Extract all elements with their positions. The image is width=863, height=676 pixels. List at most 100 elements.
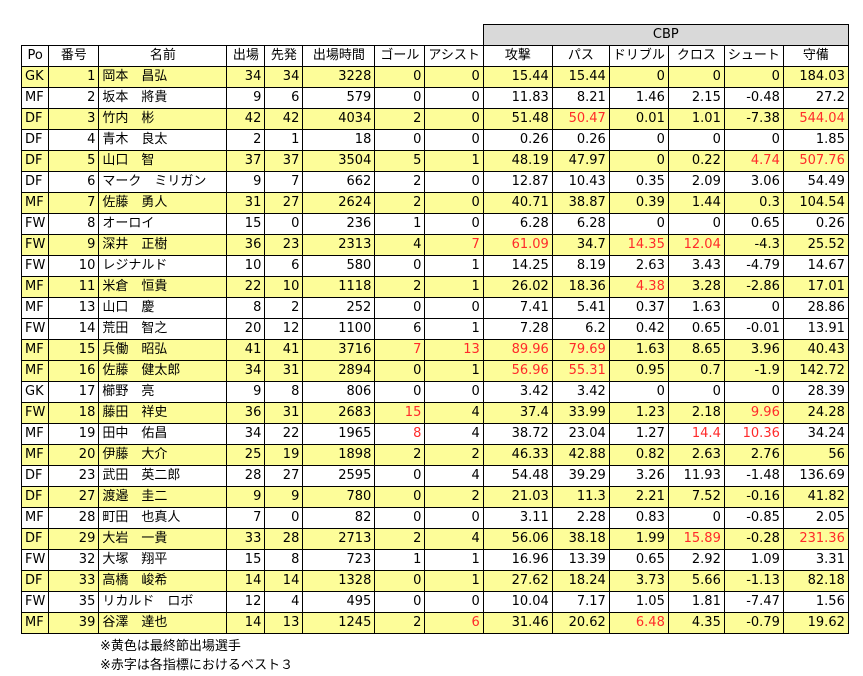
cell-no: 9 <box>48 234 100 256</box>
cell-crs: 0.7 <box>667 360 725 382</box>
cell-apps: 37 <box>226 150 266 172</box>
cell-apps: 9 <box>226 87 266 109</box>
cell-no: 15 <box>48 339 100 361</box>
cell-starts: 22 <box>264 423 304 445</box>
cell-crs: 14.4 <box>667 423 725 445</box>
cell-po: MF <box>20 192 50 214</box>
cell-def: 56 <box>782 444 849 466</box>
cell-def: 28.39 <box>782 381 849 403</box>
table-row: MF 7 佐藤 勇人 31 27 2624 2 0 40.71 38.87 0.39 1.44 0.3 1… <box>20 192 849 214</box>
cell-goals: 15 <box>374 402 426 424</box>
column-header: 名前 <box>98 45 228 67</box>
cell-def: 1.85 <box>782 129 849 151</box>
cell-po: GK <box>20 66 50 88</box>
cell-goals: 5 <box>374 150 426 172</box>
cell-pass: 23.04 <box>551 423 610 445</box>
cell-goals: 0 <box>374 297 426 319</box>
cell-pass: 38.87 <box>551 192 610 214</box>
cell-apps: 15 <box>226 549 266 571</box>
cell-assists: 0 <box>424 381 484 403</box>
cell-assists: 1 <box>424 150 484 172</box>
table-row: DF 27 渡邉 圭二 9 9 780 0 2 21.03 11.3 2.21 7.52 -0.16 41… <box>20 486 849 508</box>
cell-po: MF <box>20 360 50 382</box>
note-red-legend: ※赤字は各指標におけるベスト３ <box>100 658 294 673</box>
cell-apps: 2 <box>226 129 266 151</box>
cell-drb: 0 <box>608 150 669 172</box>
table-row: MF 20 伊藤 大介 25 19 1898 2 2 46.33 42.88 0.82 2.63 2.7… <box>20 444 849 466</box>
cell-po: FW <box>20 318 50 340</box>
cell-name: マーク ミリガン <box>98 171 228 193</box>
cell-goals: 0 <box>374 381 426 403</box>
cell-sht: -0.01 <box>723 318 784 340</box>
cell-name: 山口 慶 <box>98 297 228 319</box>
cell-assists: 1 <box>424 570 484 592</box>
cell-def: 41.82 <box>782 486 849 508</box>
cell-def: 34.24 <box>782 423 849 445</box>
cell-pass: 79.69 <box>551 339 610 361</box>
cell-crs: 11.93 <box>667 465 725 487</box>
cell-assists: 6 <box>424 612 484 634</box>
cell-def: 507.76 <box>782 150 849 172</box>
cell-mins: 82 <box>302 507 376 529</box>
cell-po: MF <box>20 339 50 361</box>
cell-pass: 15.44 <box>551 66 610 88</box>
cell-sht: 4.74 <box>723 150 784 172</box>
cell-starts: 1 <box>264 129 304 151</box>
cell-def: 27.2 <box>782 87 849 109</box>
cell-drb: 0 <box>608 381 669 403</box>
cell-starts: 9 <box>264 486 304 508</box>
cell-assists: 7 <box>424 234 484 256</box>
cell-sht: 0 <box>723 66 784 88</box>
cell-apps: 9 <box>226 171 266 193</box>
cell-apps: 36 <box>226 402 266 424</box>
cell-name: 櫛野 亮 <box>98 381 228 403</box>
cell-goals: 2 <box>374 276 426 298</box>
cell-drb: 3.73 <box>608 570 669 592</box>
cell-def: 2.05 <box>782 507 849 529</box>
cell-assists: 0 <box>424 213 484 235</box>
cell-goals: 7 <box>374 339 426 361</box>
cell-apps: 34 <box>226 66 266 88</box>
cell-atk: 6.28 <box>482 213 553 235</box>
cell-atk: 54.48 <box>482 465 553 487</box>
table-row: FW 18 藤田 祥史 36 31 2683 15 4 37.4 33.99 1.23 2.18 9.9… <box>20 402 849 424</box>
cell-name: 町田 也真人 <box>98 507 228 529</box>
cell-mins: 2683 <box>302 402 376 424</box>
cell-def: 54.49 <box>782 171 849 193</box>
table-row: GK 1 岡本 昌弘 34 34 3228 0 0 15.44 15.44 0 0 0 184.03 <box>20 66 849 88</box>
table-body: GK 1 岡本 昌弘 34 34 3228 0 0 15.44 15.44 0 0 0 184.03 MF 2… <box>20 66 849 634</box>
cell-sht: 0.3 <box>723 192 784 214</box>
cell-def: 14.67 <box>782 255 849 277</box>
cell-sht: -0.48 <box>723 87 784 109</box>
cell-goals: 0 <box>374 129 426 151</box>
cell-goals: 0 <box>374 591 426 613</box>
cell-goals: 2 <box>374 108 426 130</box>
cell-goals: 0 <box>374 255 426 277</box>
cell-pass: 20.62 <box>551 612 610 634</box>
cell-atk: 12.87 <box>482 171 553 193</box>
cell-no: 18 <box>48 402 100 424</box>
cell-no: 6 <box>48 171 100 193</box>
table-row: MF 39 谷澤 達也 14 13 1245 2 6 31.46 20.62 6.48 4.35 -0.… <box>20 612 849 634</box>
cell-assists: 0 <box>424 297 484 319</box>
cell-crs: 0 <box>667 213 725 235</box>
column-header: ドリブル <box>608 45 669 67</box>
cell-sht: 9.96 <box>723 402 784 424</box>
cell-starts: 42 <box>264 108 304 130</box>
cell-pass: 8.19 <box>551 255 610 277</box>
cell-atk: 37.4 <box>482 402 553 424</box>
table-row: DF 6 マーク ミリガン 9 7 662 2 0 12.87 10.43 0.35 2.09 3.06… <box>20 171 849 193</box>
table-row: GK 17 櫛野 亮 9 8 806 0 0 3.42 3.42 0 0 0 28.39 <box>20 381 849 403</box>
cell-crs: 1.81 <box>667 591 725 613</box>
cell-pass: 34.7 <box>551 234 610 256</box>
cell-po: DF <box>20 171 50 193</box>
cell-no: 11 <box>48 276 100 298</box>
cell-atk: 31.46 <box>482 612 553 634</box>
cell-assists: 4 <box>424 423 484 445</box>
cell-apps: 15 <box>226 213 266 235</box>
cell-mins: 236 <box>302 213 376 235</box>
cell-starts: 2 <box>264 297 304 319</box>
cell-apps: 10 <box>226 255 266 277</box>
cell-apps: 9 <box>226 486 266 508</box>
table-row: MF 28 町田 也真人 7 0 82 0 0 3.11 2.28 0.83 0 -0.85 2.05 <box>20 507 849 529</box>
